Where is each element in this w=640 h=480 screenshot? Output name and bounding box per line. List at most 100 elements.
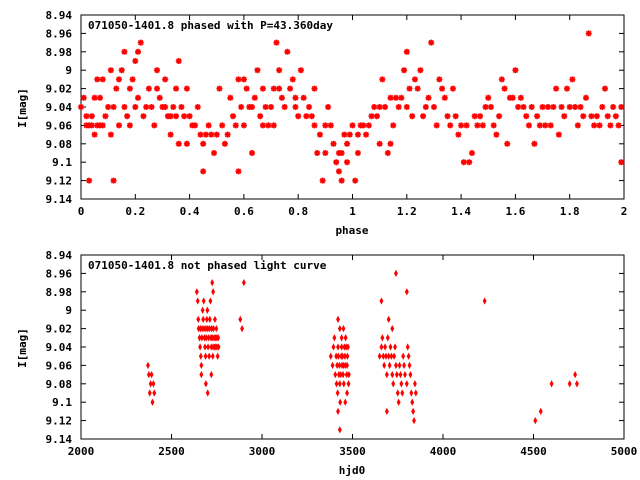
- data-point: [208, 131, 215, 138]
- y-tick-label: 9.04: [46, 101, 73, 114]
- data-point: [346, 131, 353, 138]
- data-point: [219, 122, 226, 129]
- data-point: [377, 352, 382, 360]
- y-tick-label: 9.14: [46, 433, 73, 446]
- data-point: [525, 122, 532, 129]
- data-point: [281, 104, 288, 110]
- data-point: [259, 85, 266, 92]
- data-point: [398, 94, 405, 101]
- data-point: [203, 352, 208, 360]
- data-point: [199, 334, 204, 342]
- data-point: [86, 177, 93, 184]
- data-point: [151, 380, 156, 388]
- data-point: [330, 361, 335, 370]
- data-point: [181, 113, 188, 120]
- y-tick-label: 8.94: [46, 9, 73, 22]
- data-point: [406, 85, 413, 92]
- y-tick-label: 9.06: [46, 359, 73, 372]
- y-tick-label: 9.02: [46, 323, 73, 336]
- data-point: [601, 85, 608, 92]
- x-tick-label: 4000: [430, 445, 457, 458]
- x-tick-label: 0.8: [288, 205, 308, 218]
- data-point: [148, 104, 155, 110]
- data-point: [196, 315, 201, 324]
- data-point: [319, 177, 326, 184]
- data-point: [447, 122, 454, 129]
- data-point: [398, 370, 403, 379]
- data-point: [363, 131, 370, 138]
- data-point: [346, 343, 350, 351]
- data-point: [295, 113, 302, 120]
- data-point: [517, 94, 524, 101]
- data-point: [235, 168, 242, 175]
- data-point: [379, 297, 384, 305]
- x-tick-label: 3000: [249, 445, 276, 458]
- data-point: [550, 104, 557, 110]
- data-point: [211, 324, 216, 333]
- data-point: [148, 380, 153, 388]
- data-point: [208, 297, 213, 305]
- data-point: [118, 67, 125, 74]
- data-point: [145, 85, 152, 92]
- data-point: [407, 361, 412, 370]
- data-point: [162, 104, 169, 110]
- data-point: [198, 352, 203, 360]
- data-point: [331, 343, 336, 351]
- data-point: [410, 398, 415, 406]
- data-point: [201, 315, 206, 324]
- data-point: [116, 76, 123, 83]
- axis-ticks: [80, 14, 625, 200]
- data-point: [132, 58, 139, 64]
- data-point: [493, 131, 500, 138]
- data-point: [210, 352, 215, 360]
- data-point: [394, 370, 399, 379]
- data-point: [395, 389, 400, 397]
- data-point: [322, 150, 329, 156]
- data-point: [232, 122, 239, 129]
- data-point: [201, 297, 206, 305]
- data-point: [596, 122, 603, 129]
- data-point: [380, 334, 385, 342]
- data-point: [83, 113, 90, 120]
- data-point: [471, 113, 478, 120]
- data-point: [574, 122, 581, 129]
- y-tick-label: 9.02: [46, 83, 73, 96]
- y-tick-label: 8.98: [46, 46, 73, 59]
- data-point: [273, 39, 280, 46]
- data-points: [146, 269, 579, 434]
- data-point: [567, 380, 572, 388]
- y-tick-labels: 8.94 8.96 8.98 9 9.02 9.04 9.06 9.08 9.1 9.12 9.14: [46, 249, 73, 446]
- data-point: [215, 352, 220, 360]
- y-tick-label: 9.12: [46, 175, 73, 188]
- data-point: [337, 324, 342, 333]
- data-points: [78, 30, 625, 184]
- data-point: [392, 94, 399, 101]
- data-point: [213, 315, 217, 324]
- data-point: [135, 48, 142, 55]
- data-point: [425, 94, 432, 101]
- data-point: [207, 352, 212, 360]
- data-point: [474, 122, 481, 129]
- data-point: [341, 131, 348, 138]
- data-point: [167, 113, 174, 120]
- y-tick-label: 8.98: [46, 286, 73, 299]
- data-point: [199, 361, 204, 370]
- x-tick-label: 1.8: [560, 205, 580, 218]
- data-point: [204, 315, 209, 324]
- data-point: [384, 407, 389, 416]
- data-point: [292, 104, 299, 110]
- data-point: [379, 343, 384, 351]
- data-point: [538, 407, 543, 416]
- data-point: [140, 113, 147, 120]
- data-point: [501, 85, 508, 92]
- data-point: [395, 104, 402, 110]
- data-point: [278, 94, 285, 101]
- data-point: [297, 67, 304, 74]
- y-tick-label: 8.96: [46, 267, 73, 280]
- x-tick-label: 0.6: [234, 205, 254, 218]
- data-point: [539, 104, 546, 110]
- data-point: [341, 380, 346, 388]
- data-point: [337, 361, 342, 370]
- data-point: [206, 343, 211, 351]
- x-tick-label: 1.6: [505, 205, 525, 218]
